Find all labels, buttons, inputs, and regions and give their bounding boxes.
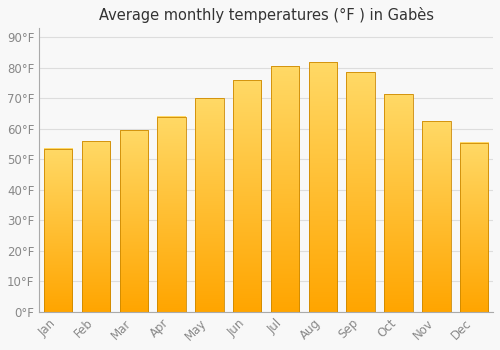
Bar [195, 98, 224, 312]
Bar [271, 66, 299, 312]
Title: Average monthly temperatures (°F ) in Gabès: Average monthly temperatures (°F ) in Ga… [98, 7, 433, 23]
Bar [346, 72, 375, 312]
Bar [422, 121, 450, 312]
Bar [460, 142, 488, 312]
Bar [384, 94, 412, 312]
Bar [82, 141, 110, 312]
Bar [120, 131, 148, 312]
Bar [44, 149, 72, 312]
Bar [308, 62, 337, 312]
Bar [233, 80, 262, 312]
Bar [158, 117, 186, 312]
